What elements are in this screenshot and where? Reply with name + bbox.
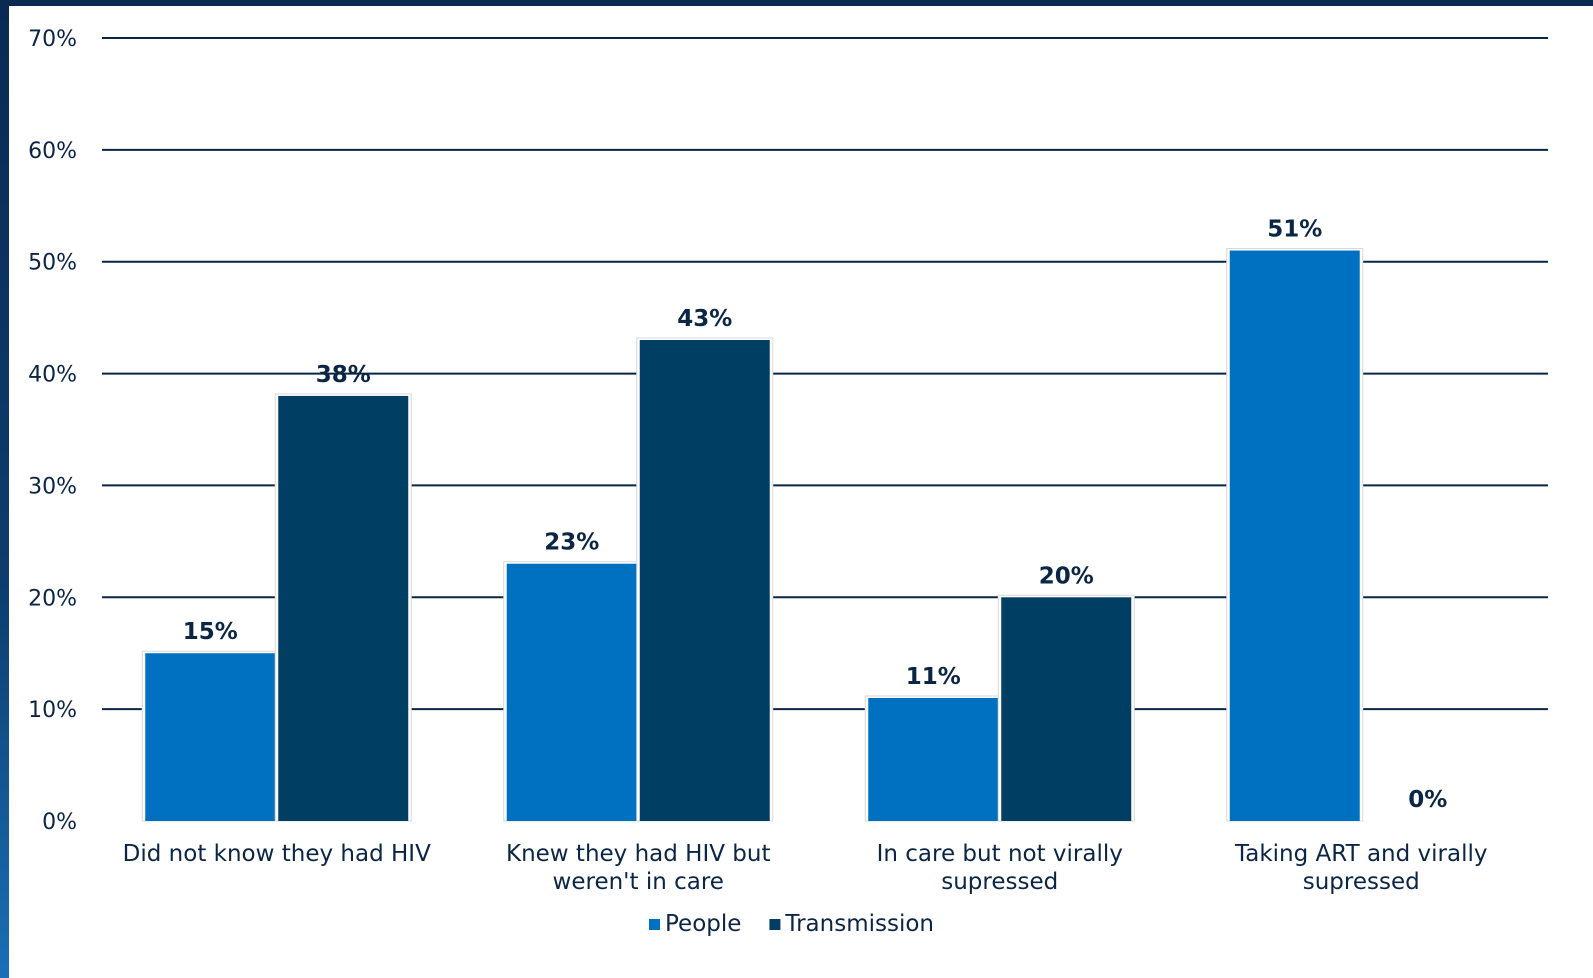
data-label: 0% bbox=[1408, 787, 1447, 813]
y-tick-label: 10% bbox=[28, 698, 77, 723]
data-label: 20% bbox=[1039, 563, 1094, 589]
y-tick-label: 30% bbox=[28, 474, 77, 499]
chart-panel: 0% 10% 20% 30% 40% 50% 60% 70% 15% 38% Did not kno… bbox=[9, 6, 1593, 978]
y-tick-label: 50% bbox=[28, 251, 77, 276]
bar-transmission bbox=[278, 395, 409, 821]
x-tick-label: weren't in care bbox=[553, 869, 724, 895]
x-tick-label: In care but not virally bbox=[877, 841, 1123, 867]
data-label: 15% bbox=[183, 619, 238, 645]
y-tick-label: 0% bbox=[42, 810, 77, 835]
y-tick-label: 40% bbox=[28, 363, 77, 388]
bar-chart: 0% 10% 20% 30% 40% 50% 60% 70% 15% 38% Did not kno… bbox=[28, 27, 1548, 937]
bar-people bbox=[145, 653, 276, 821]
legend-entry: Transmission bbox=[784, 911, 934, 937]
data-label: 43% bbox=[677, 306, 732, 332]
y-tick-label: 20% bbox=[28, 586, 77, 611]
data-label: 11% bbox=[906, 664, 961, 690]
bar-transmission bbox=[639, 340, 770, 821]
legend-swatch-people bbox=[649, 919, 660, 930]
data-label: 38% bbox=[316, 362, 371, 388]
data-label: 23% bbox=[544, 530, 599, 556]
y-tick-label: 70% bbox=[28, 27, 77, 52]
x-tick-label: Did not know they had HIV bbox=[123, 841, 431, 867]
x-tick-label: Taking ART and virally bbox=[1234, 841, 1487, 867]
bar-transmission bbox=[1001, 597, 1132, 821]
bar-people bbox=[1229, 250, 1360, 821]
bar-people bbox=[868, 697, 999, 821]
bar-people bbox=[506, 563, 637, 821]
x-tick-label: supressed bbox=[1303, 869, 1420, 895]
x-tick-label: supressed bbox=[941, 869, 1058, 895]
legend-swatch-transmission bbox=[769, 919, 781, 930]
x-tick-label: Knew they had HIV but bbox=[506, 841, 771, 867]
y-tick-label: 60% bbox=[28, 139, 77, 164]
legend-entry: People bbox=[665, 911, 741, 937]
data-label: 51% bbox=[1267, 217, 1322, 243]
